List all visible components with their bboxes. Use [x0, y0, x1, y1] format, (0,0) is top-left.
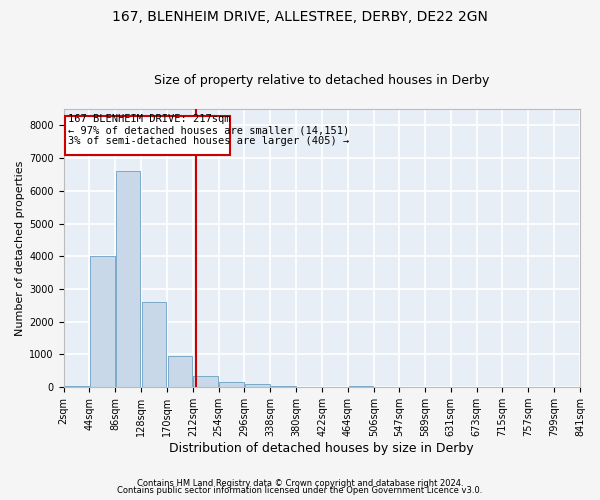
FancyBboxPatch shape — [65, 116, 230, 155]
Title: Size of property relative to detached houses in Derby: Size of property relative to detached ho… — [154, 74, 490, 87]
Bar — [219, 382, 244, 387]
Text: Contains HM Land Registry data © Crown copyright and database right 2024.: Contains HM Land Registry data © Crown c… — [137, 478, 463, 488]
X-axis label: Distribution of detached houses by size in Derby: Distribution of detached houses by size … — [169, 442, 474, 455]
Bar — [90, 256, 115, 387]
Text: Contains public sector information licensed under the Open Government Licence v3: Contains public sector information licen… — [118, 486, 482, 495]
Bar — [193, 376, 218, 387]
Text: 3% of semi-detached houses are larger (405) →: 3% of semi-detached houses are larger (4… — [68, 136, 350, 146]
Text: ← 97% of detached houses are smaller (14,151): ← 97% of detached houses are smaller (14… — [68, 126, 350, 136]
Text: 167 BLENHEIM DRIVE: 217sqm: 167 BLENHEIM DRIVE: 217sqm — [68, 114, 231, 124]
Bar — [271, 386, 296, 387]
Text: 167, BLENHEIM DRIVE, ALLESTREE, DERBY, DE22 2GN: 167, BLENHEIM DRIVE, ALLESTREE, DERBY, D… — [112, 10, 488, 24]
Bar — [116, 171, 140, 387]
Bar — [349, 386, 373, 387]
Bar — [64, 386, 89, 387]
Y-axis label: Number of detached properties: Number of detached properties — [15, 160, 25, 336]
Bar — [167, 356, 192, 387]
Bar — [245, 384, 270, 387]
Bar — [142, 302, 166, 387]
